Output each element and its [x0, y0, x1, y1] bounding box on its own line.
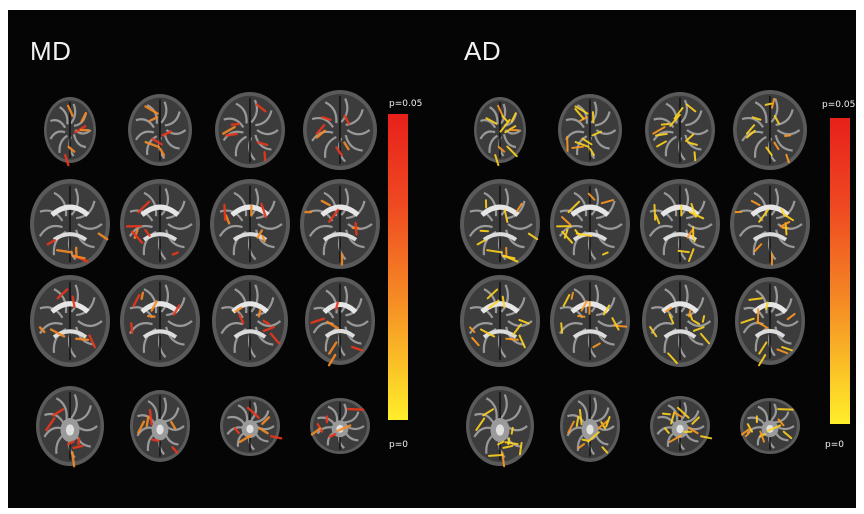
ad-brain-slice — [560, 390, 620, 462]
ad-brain-slice — [733, 90, 807, 170]
ad-colorbar-bottom-label: p=0 — [825, 440, 844, 450]
ad-brain-slice — [460, 275, 540, 367]
md-brain-slice — [44, 97, 96, 167]
ad-brain-slice — [466, 386, 534, 468]
figure: MD p=0.05 p=0 AD p=0.05 p=0 — [8, 10, 856, 508]
ad-brain-slice — [642, 275, 718, 367]
ad-brain-slice — [740, 398, 800, 454]
md-brain-slice — [120, 275, 200, 367]
ad-brain-slice — [550, 179, 630, 269]
md-brain-slice — [212, 275, 288, 367]
md-brain-slice — [303, 90, 377, 170]
md-colorbar-top-label: p=0.05 — [389, 99, 423, 109]
ad-colorbar — [830, 118, 850, 424]
ad-brain-slice — [460, 179, 540, 269]
md-brain-slice — [215, 92, 285, 168]
md-brain-slice — [128, 94, 192, 166]
md-panel-title: MD — [30, 36, 72, 66]
md-brain-slice — [36, 386, 104, 468]
md-colorbar-bottom-label: p=0 — [389, 440, 408, 450]
md-panel: MD p=0.05 p=0 — [8, 10, 432, 508]
ad-brain-slice — [474, 97, 526, 167]
md-brain-slice — [120, 179, 200, 269]
md-brain-slice — [30, 275, 110, 367]
md-brain-slice — [310, 398, 370, 454]
md-brain-slice — [210, 179, 290, 269]
ad-brain-slice — [730, 179, 810, 269]
md-brain-slice — [305, 277, 375, 367]
ad-brain-slices — [460, 90, 810, 468]
ad-colorbar-top-label: p=0.05 — [822, 100, 856, 110]
ad-brain-slice — [650, 396, 713, 456]
ad-panel-title: AD — [464, 36, 502, 66]
md-brain-slice — [300, 179, 380, 269]
md-brain-slice — [30, 179, 110, 269]
ad-brain-slice — [735, 277, 805, 367]
md-colorbar — [388, 114, 408, 420]
md-brain-slice — [220, 396, 283, 456]
ad-brain-slice — [558, 94, 622, 166]
ad-panel: AD p=0.05 p=0 — [438, 10, 856, 508]
md-brain-slice — [130, 390, 190, 462]
ad-brain-slice — [640, 179, 720, 269]
md-brain-slices — [30, 90, 380, 468]
ad-brain-slice — [645, 92, 715, 168]
ad-brain-slice — [550, 275, 630, 367]
